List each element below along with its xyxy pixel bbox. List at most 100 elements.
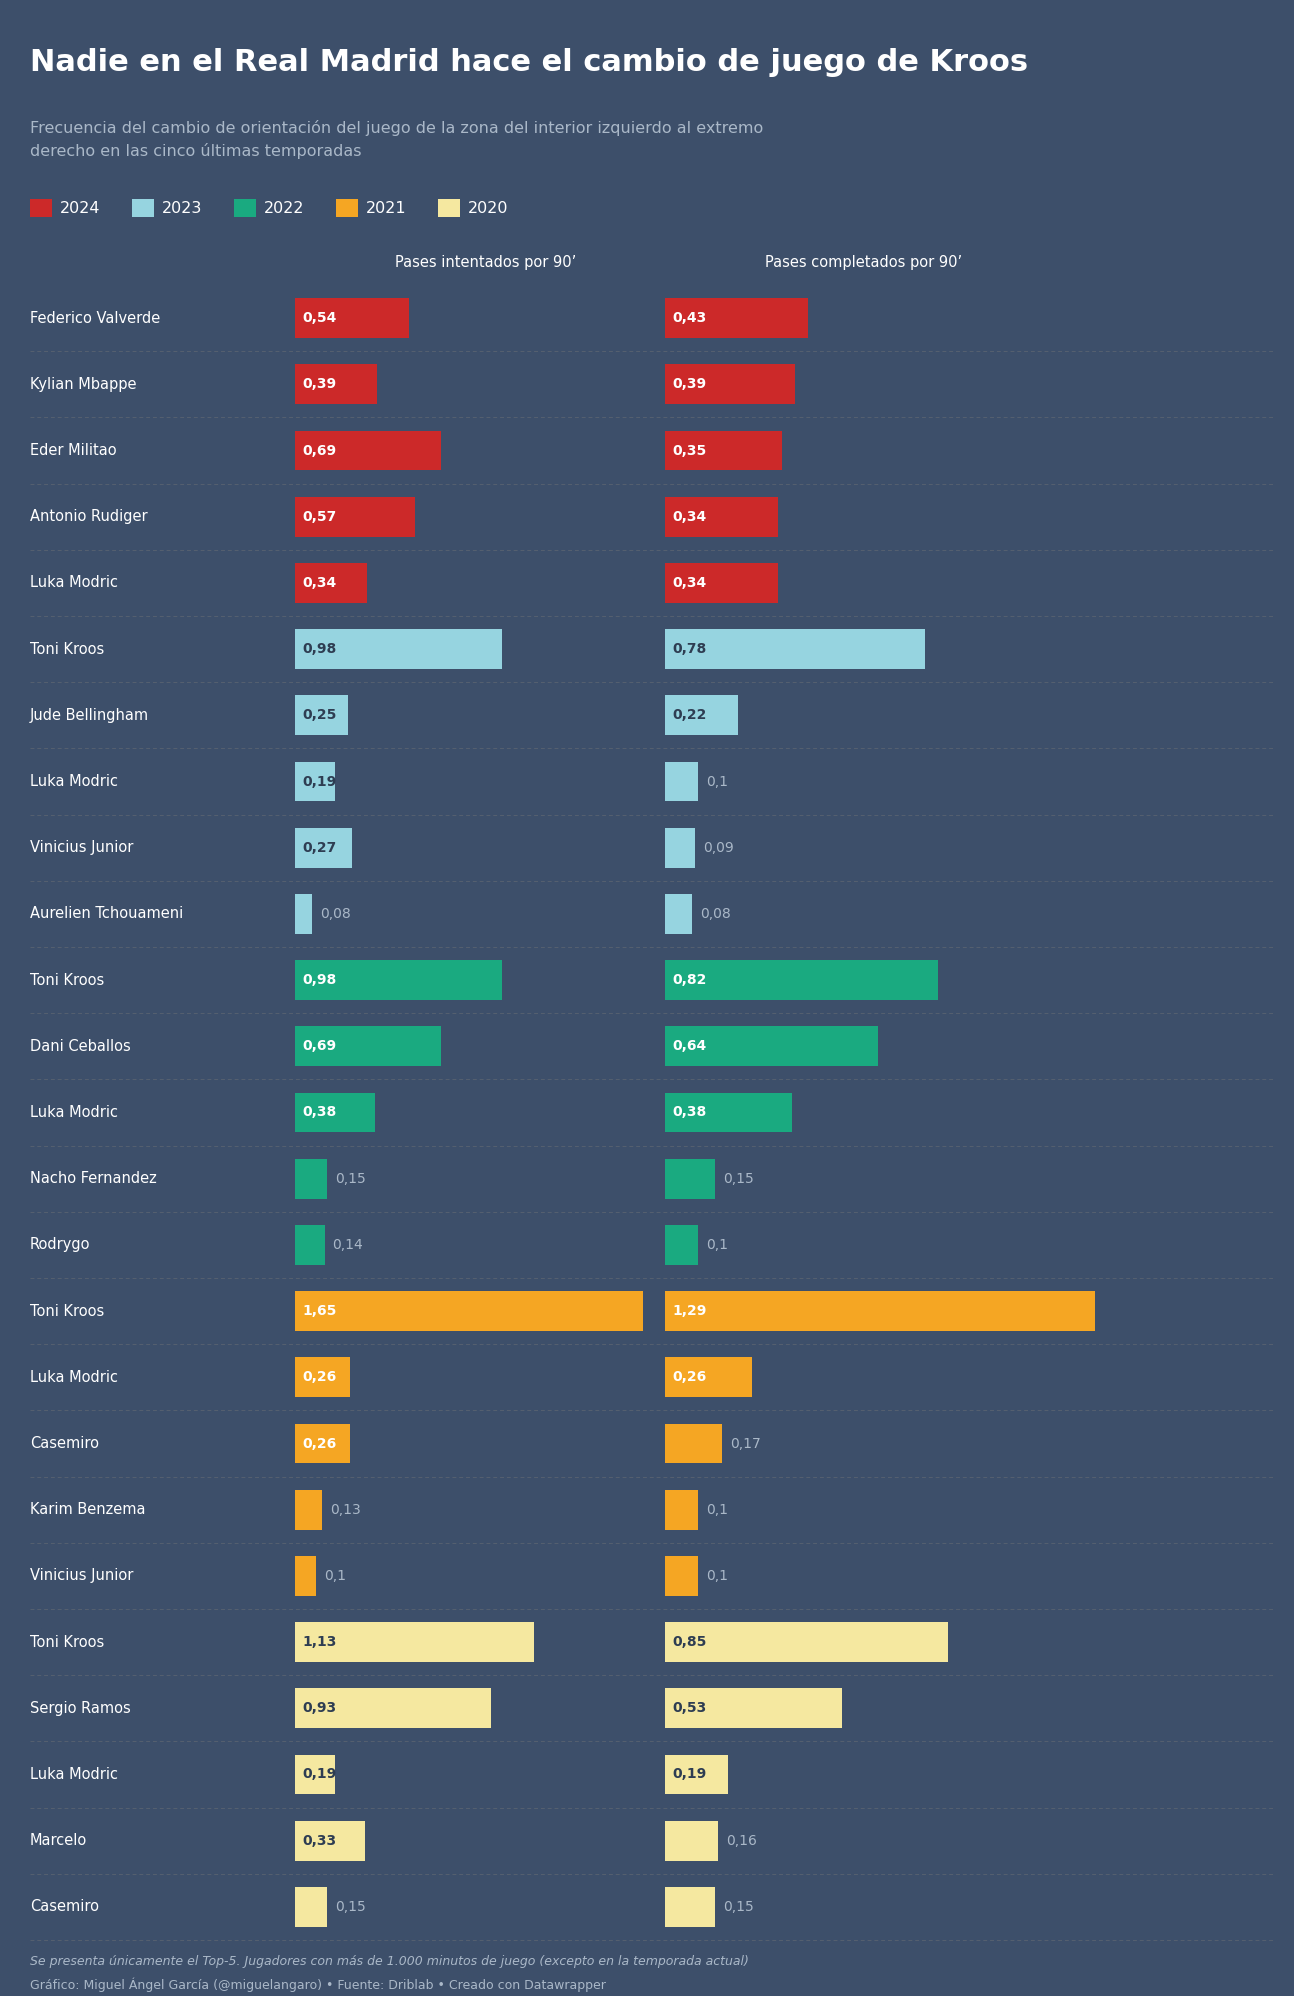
- Bar: [132, 200, 154, 218]
- Bar: [665, 431, 782, 471]
- Text: Se presenta únicamente el Top-5. Jugadores con más de 1.000 minutos de juego (ex: Se presenta únicamente el Top-5. Jugador…: [30, 1954, 749, 1968]
- Bar: [295, 695, 348, 735]
- Text: 0,39: 0,39: [672, 377, 707, 391]
- Text: 0,15: 0,15: [723, 1900, 753, 1914]
- Text: 0,15: 0,15: [723, 1172, 753, 1186]
- Bar: [295, 629, 502, 669]
- Text: 0,17: 0,17: [730, 1437, 761, 1451]
- Bar: [295, 1423, 349, 1463]
- Text: Toni Kroos: Toni Kroos: [30, 1303, 105, 1319]
- Bar: [295, 497, 415, 537]
- Text: 0,1: 0,1: [707, 1569, 729, 1583]
- Text: Luka Modric: Luka Modric: [30, 1766, 118, 1782]
- Bar: [665, 1226, 699, 1265]
- Text: Gráfico: Miguel Ángel García (@miguelangaro) • Fuente: Driblab • Creado con Data: Gráfico: Miguel Ángel García (@miguelang…: [30, 1978, 606, 1992]
- Bar: [665, 1557, 699, 1595]
- Text: 0,19: 0,19: [672, 1768, 707, 1782]
- Text: Luka Modric: Luka Modric: [30, 1369, 118, 1385]
- Text: Toni Kroos: Toni Kroos: [30, 641, 105, 657]
- Text: 0,26: 0,26: [302, 1437, 336, 1451]
- Text: 0,64: 0,64: [672, 1040, 707, 1054]
- Text: Nadie en el Real Madrid hace el cambio de juego de Kroos: Nadie en el Real Madrid hace el cambio d…: [30, 48, 1029, 78]
- Text: 2021: 2021: [366, 200, 406, 216]
- Bar: [295, 1754, 335, 1794]
- Text: 0,57: 0,57: [302, 509, 336, 523]
- Text: 0,1: 0,1: [324, 1569, 345, 1583]
- Bar: [665, 1160, 716, 1198]
- Text: Luka Modric: Luka Modric: [30, 575, 118, 591]
- Text: Toni Kroos: Toni Kroos: [30, 1635, 105, 1649]
- Text: Federico Valverde: Federico Valverde: [30, 311, 160, 325]
- Text: 0,35: 0,35: [672, 443, 707, 457]
- Text: 0,16: 0,16: [726, 1834, 757, 1848]
- Bar: [295, 828, 352, 868]
- Text: Luka Modric: Luka Modric: [30, 1106, 118, 1120]
- Text: 2020: 2020: [468, 200, 509, 216]
- Text: 0,08: 0,08: [320, 906, 351, 920]
- Text: 0,13: 0,13: [330, 1503, 361, 1517]
- Bar: [295, 1226, 325, 1265]
- Bar: [665, 297, 809, 337]
- Bar: [295, 1886, 326, 1926]
- Text: 0,98: 0,98: [302, 974, 336, 988]
- Text: 0,09: 0,09: [703, 840, 734, 854]
- Text: 0,08: 0,08: [700, 906, 730, 920]
- Text: 0,33: 0,33: [302, 1834, 336, 1848]
- Bar: [665, 1754, 729, 1794]
- Bar: [30, 200, 52, 218]
- Text: Luka Modric: Luka Modric: [30, 774, 118, 788]
- Bar: [665, 629, 925, 669]
- Text: 0,38: 0,38: [672, 1106, 707, 1120]
- Text: 0,19: 0,19: [302, 1768, 336, 1782]
- Text: Kylian Mbappe: Kylian Mbappe: [30, 377, 136, 391]
- Bar: [665, 1092, 792, 1132]
- Bar: [665, 1689, 841, 1729]
- Bar: [665, 1357, 752, 1397]
- Text: Aurelien Tchouameni: Aurelien Tchouameni: [30, 906, 184, 922]
- Text: Marcelo: Marcelo: [30, 1832, 87, 1848]
- Text: 0,38: 0,38: [302, 1106, 336, 1120]
- Bar: [665, 365, 795, 403]
- Text: 0,43: 0,43: [672, 311, 707, 325]
- Text: 0,34: 0,34: [302, 577, 336, 591]
- Text: 0,34: 0,34: [672, 577, 707, 591]
- Text: Vinicius Junior: Vinicius Junior: [30, 1569, 133, 1583]
- Text: 2023: 2023: [162, 200, 202, 216]
- Bar: [665, 695, 739, 735]
- Bar: [295, 365, 378, 403]
- Text: 2024: 2024: [60, 200, 101, 216]
- Bar: [295, 1026, 441, 1066]
- Bar: [295, 297, 409, 337]
- Text: Casemiro: Casemiro: [30, 1900, 100, 1914]
- Text: 0,1: 0,1: [707, 774, 729, 788]
- Text: Frecuencia del cambio de orientación del juego de la zona del interior izquierdo: Frecuencia del cambio de orientación del…: [30, 120, 763, 158]
- Text: Antonio Rudiger: Antonio Rudiger: [30, 509, 148, 525]
- Bar: [295, 1291, 643, 1331]
- Bar: [295, 431, 441, 471]
- Text: 0,15: 0,15: [335, 1172, 365, 1186]
- Bar: [665, 1026, 879, 1066]
- Text: Vinicius Junior: Vinicius Junior: [30, 840, 133, 854]
- Text: Toni Kroos: Toni Kroos: [30, 972, 105, 988]
- Text: 0,69: 0,69: [302, 1040, 336, 1054]
- Text: 1,13: 1,13: [302, 1635, 336, 1649]
- Bar: [665, 1886, 716, 1926]
- Bar: [665, 1489, 699, 1529]
- Text: Rodrygo: Rodrygo: [30, 1238, 91, 1251]
- Bar: [665, 960, 938, 1000]
- Bar: [295, 762, 335, 800]
- Bar: [295, 894, 312, 934]
- Bar: [665, 762, 699, 800]
- Text: 0,54: 0,54: [302, 311, 336, 325]
- Text: 0,14: 0,14: [333, 1238, 364, 1251]
- Text: 0,1: 0,1: [707, 1238, 729, 1251]
- Text: Casemiro: Casemiro: [30, 1435, 100, 1451]
- Text: 0,34: 0,34: [672, 509, 707, 523]
- Bar: [295, 1160, 326, 1198]
- Text: Sergio Ramos: Sergio Ramos: [30, 1701, 131, 1717]
- Bar: [665, 497, 778, 537]
- Text: 1,65: 1,65: [302, 1303, 336, 1317]
- Text: 0,69: 0,69: [302, 443, 336, 457]
- Bar: [665, 1423, 722, 1463]
- Text: 1,29: 1,29: [672, 1303, 707, 1317]
